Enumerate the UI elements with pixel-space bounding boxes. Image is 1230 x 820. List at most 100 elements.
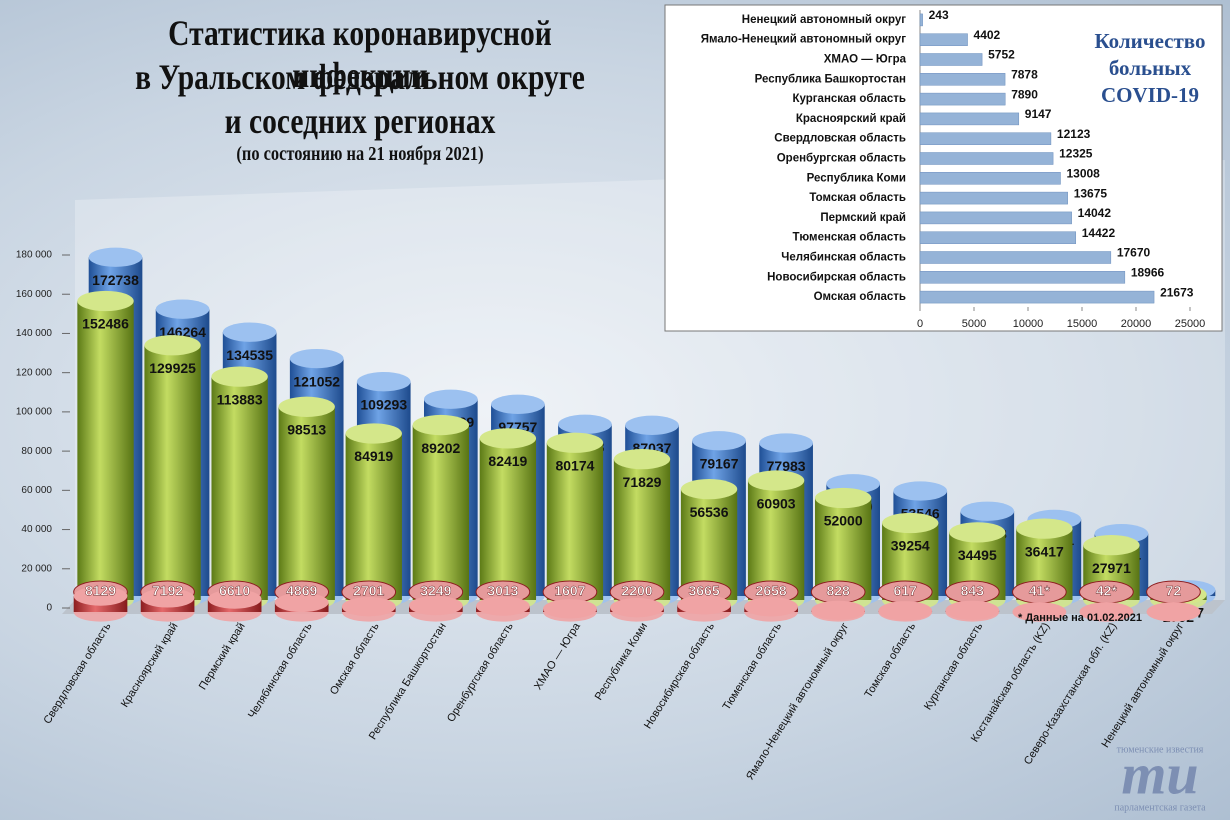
bar: [919, 132, 1052, 145]
bar: [919, 112, 1020, 126]
inset-title: Количество больных COVID-19: [1094, 29, 1206, 107]
bar-cases-cap: [625, 415, 679, 435]
bar-recovered-cap: [1016, 518, 1073, 539]
x-tick-label: Тюменская область: [721, 621, 785, 713]
value-label: 3665: [688, 583, 719, 599]
bar-recovered: [77, 300, 134, 600]
bar: [919, 33, 968, 46]
value-label: 12123: [1057, 127, 1091, 141]
value-label: 134535: [226, 347, 273, 363]
value-label: 843: [961, 583, 985, 599]
value-label: 77983: [767, 458, 806, 474]
value-label: 41*: [1029, 583, 1051, 599]
bar-cases-cap: [558, 414, 612, 434]
y-tick-label: Республика Башкортостан: [755, 73, 906, 85]
value-label: 7890: [1011, 87, 1038, 101]
x-tick-label: Красноярский край: [119, 621, 181, 710]
value-label: 89202: [421, 440, 460, 456]
bar-cases-cap: [222, 322, 277, 342]
value-label: 17670: [1117, 246, 1151, 260]
y-tick-label: Омская область: [814, 291, 906, 303]
x-tick-label: Омская область: [328, 621, 382, 698]
value-label: 18966: [1131, 265, 1165, 279]
x-tick-label: Ненецкий автономный округ: [1100, 621, 1187, 750]
value-label: 13008: [1066, 166, 1100, 180]
bar-recovered-cap: [949, 522, 1006, 543]
y-tick-label: 80 000: [21, 446, 52, 457]
y-tick-label: 100 000: [16, 407, 53, 418]
value-label: 243: [929, 8, 949, 22]
value-label: 121052: [293, 373, 340, 389]
y-tick-label: 40 000: [21, 524, 52, 535]
bar-recovered-cap: [747, 470, 805, 491]
annotation: * Данные на 01.02.2021: [1018, 612, 1142, 624]
y-tick-label: Ямало-Ненецкий автономный округ: [701, 34, 906, 46]
bar-recovered-cap: [412, 414, 469, 436]
value-label: 172738: [92, 272, 139, 288]
value-label: 113883: [217, 391, 263, 407]
bar-recovered-cap: [546, 432, 604, 453]
value-label: 2658: [756, 583, 787, 599]
value-label: 79167: [700, 455, 739, 471]
y-tick-label: 120 000: [16, 367, 53, 378]
bar-recovered: [412, 425, 469, 600]
bar-cases-cap: [356, 372, 411, 392]
value-label: 3249: [420, 583, 451, 599]
value-label: 39254: [891, 538, 930, 554]
chart-subtitle: (по состоянию на 21 ноября 2021): [236, 143, 484, 165]
bar: [919, 92, 1006, 106]
bar-recovered-cap: [815, 487, 872, 509]
x-tick-label: Пермский край: [197, 621, 248, 692]
bar-recovered-cap: [479, 428, 537, 449]
value-label: 27971: [1092, 560, 1131, 576]
bar: [919, 211, 1072, 225]
value-label: 56536: [690, 504, 729, 520]
value-label: 4402: [974, 28, 1001, 42]
bar-cases-cap: [424, 389, 478, 409]
bar: [919, 53, 983, 66]
bar-recovered: [211, 376, 268, 600]
x-tick-label: Курганская область: [922, 621, 985, 713]
value-label: 80174: [555, 457, 594, 473]
bar-deaths-cap: [677, 595, 731, 615]
bar-deaths-cap: [409, 595, 463, 616]
value-label: 60903: [757, 495, 796, 511]
bar: [919, 290, 1155, 304]
value-label: 52000: [824, 513, 863, 529]
x-tick-label: Костанайская область (KZ): [969, 621, 1052, 745]
bar-deaths-cap: [610, 598, 664, 618]
bar-deaths-cap: [274, 592, 329, 613]
value-label: 5752: [988, 48, 1015, 62]
value-label: 129925: [149, 360, 196, 376]
y-tick-label: 140 000: [16, 328, 53, 339]
bar: [919, 152, 1054, 165]
y-tick-label: 20 000: [21, 563, 52, 574]
y-tick-label: Красноярский край: [796, 113, 906, 125]
x-tick-label: ХМАО — Югра: [532, 620, 583, 692]
logo-bottom: парламентская газета: [1114, 802, 1206, 813]
x-tick-label: 25000: [1175, 318, 1206, 330]
bar-deaths-cap: [207, 589, 262, 609]
bar-deaths-cap: [811, 600, 865, 621]
bar: [919, 251, 1112, 264]
bar-deaths-cap: [945, 600, 1000, 621]
value-label: 12325: [1059, 147, 1093, 161]
bar-deaths-cap: [476, 596, 530, 616]
value-label: 2701: [353, 583, 384, 599]
bar-recovered-cap: [278, 396, 335, 417]
value-label: 13675: [1074, 186, 1108, 200]
bar-recovered: [613, 459, 671, 600]
value-label: 3013: [487, 583, 518, 599]
bar-cases-cap: [289, 348, 344, 369]
value-label: 72: [1166, 583, 1182, 599]
bar-recovered-cap: [77, 290, 134, 312]
x-tick-label: 5000: [962, 318, 986, 330]
x-tick-label: Челябинская область: [246, 621, 315, 721]
bar-recovered-cap: [345, 423, 402, 444]
value-label: 7192: [152, 583, 183, 599]
bar-deaths-cap: [1012, 602, 1067, 622]
x-tick-label: 20000: [1121, 318, 1152, 330]
value-label: 98513: [287, 422, 326, 438]
value-label: 4869: [286, 583, 317, 599]
bar: [919, 191, 1068, 205]
